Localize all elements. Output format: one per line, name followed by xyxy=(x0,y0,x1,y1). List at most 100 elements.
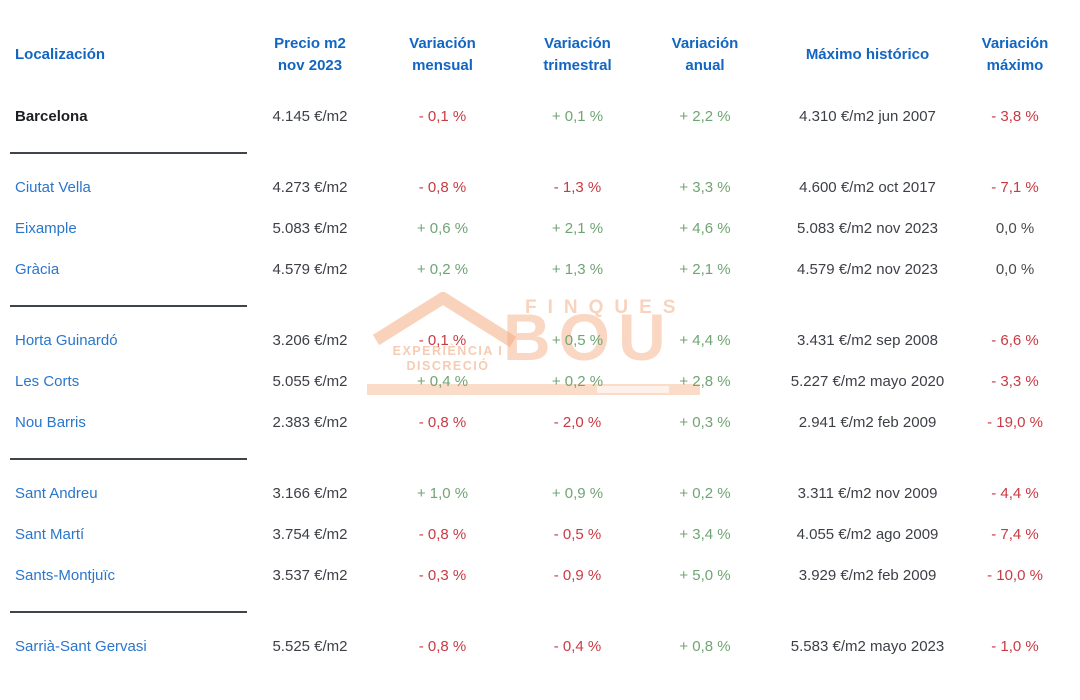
max-variation-cell: - 4,4 % xyxy=(991,485,1039,502)
table-body: Barcelona 4.145 €/m2 - 0,1 % + 0,1 % + 2… xyxy=(10,96,1080,667)
table-row: Ciutat Vella 4.273 €/m2 - 0,8 % - 1,3 % … xyxy=(15,167,1080,208)
monthly-variation-cell: + 0,4 % xyxy=(416,373,469,390)
table-row: Les Corts 5.055 €/m2 + 0,4 % + 0,2 % + 2… xyxy=(15,361,1080,402)
historical-max-cell: 3.929 €/m2 feb 2009 xyxy=(798,567,937,584)
quarterly-variation-cell: + 1,3 % xyxy=(551,261,604,278)
table-row: Sants-Montjuïc 3.537 €/m2 - 0,3 % - 0,9 … xyxy=(15,555,1080,596)
location-link[interactable]: Horta Guinardó xyxy=(15,332,118,349)
table-row: Barcelona 4.145 €/m2 - 0,1 % + 0,1 % + 2… xyxy=(15,96,1080,137)
max-variation-cell: - 3,3 % xyxy=(991,373,1039,390)
section-divider xyxy=(10,305,247,307)
monthly-variation-cell: - 0,8 % xyxy=(418,526,467,543)
historical-max-cell: 3.311 €/m2 nov 2009 xyxy=(797,485,938,502)
location-link[interactable]: Les Corts xyxy=(15,373,80,390)
monthly-variation-cell: - 0,1 % xyxy=(418,108,467,125)
historical-max-cell: 4.310 €/m2 jun 2007 xyxy=(799,108,936,125)
price-cell: 3.537 €/m2 xyxy=(272,567,348,584)
max-variation-cell: 0,0 % xyxy=(995,261,1035,278)
historical-max-cell: 5.227 €/m2 mayo 2020 xyxy=(790,373,945,390)
annual-variation-cell: + 4,4 % xyxy=(679,332,731,349)
annual-variation-cell: + 0,8 % xyxy=(679,638,731,655)
section-divider xyxy=(10,152,247,154)
annual-variation-cell: + 0,3 % xyxy=(679,414,731,431)
price-cell: 3.754 €/m2 xyxy=(272,526,348,543)
historical-max-cell: 4.579 €/m2 nov 2023 xyxy=(797,261,938,278)
quarterly-variation-cell: + 0,2 % xyxy=(551,373,604,390)
annual-variation-cell: + 3,3 % xyxy=(679,179,731,196)
max-variation-cell: - 19,0 % xyxy=(987,414,1043,431)
quarterly-variation-cell: - 0,5 % xyxy=(553,526,602,543)
max-variation-cell: - 7,1 % xyxy=(991,179,1039,196)
table-row: Sant Andreu 3.166 €/m2 + 1,0 % + 0,9 % +… xyxy=(15,473,1080,514)
quarterly-variation-cell: - 2,0 % xyxy=(553,414,602,431)
historical-max-cell: 4.055 €/m2 ago 2009 xyxy=(796,526,939,543)
header-variacion-mensual: Variación mensual xyxy=(409,35,476,74)
historical-max-cell: 5.083 €/m2 nov 2023 xyxy=(797,220,938,237)
quarterly-variation-cell: + 0,1 % xyxy=(551,108,604,125)
location-label: Barcelona xyxy=(15,108,88,125)
header-maximo-historico: Máximo histórico xyxy=(805,46,930,63)
monthly-variation-cell: - 0,8 % xyxy=(418,179,467,196)
header-variacion-trimestral: Variación trimestral xyxy=(543,35,612,74)
location-link[interactable]: Sant Andreu xyxy=(15,485,98,502)
location-link[interactable]: Gràcia xyxy=(15,261,60,278)
quarterly-variation-cell: + 0,5 % xyxy=(551,332,604,349)
annual-variation-cell: + 2,2 % xyxy=(679,108,731,125)
monthly-variation-cell: + 0,2 % xyxy=(416,261,469,278)
price-table: Localización Precio m2 nov 2023 Variació… xyxy=(10,0,1080,667)
table-group: Sant Andreu 3.166 €/m2 + 1,0 % + 0,9 % +… xyxy=(15,473,1080,596)
monthly-variation-cell: - 0,8 % xyxy=(418,414,467,431)
table-row: Sant Martí 3.754 €/m2 - 0,8 % - 0,5 % + … xyxy=(15,514,1080,555)
quarterly-variation-cell: + 0,9 % xyxy=(551,485,604,502)
table-row: Horta Guinardó 3.206 €/m2 - 0,1 % + 0,5 … xyxy=(15,320,1080,361)
annual-variation-cell: + 0,2 % xyxy=(679,485,731,502)
location-link[interactable]: Ciutat Vella xyxy=(15,179,91,196)
quarterly-variation-cell: - 0,9 % xyxy=(553,567,602,584)
monthly-variation-cell: - 0,8 % xyxy=(418,638,467,655)
section-divider xyxy=(10,458,247,460)
historical-max-cell: 5.583 €/m2 mayo 2023 xyxy=(790,638,945,655)
price-cell: 2.383 €/m2 xyxy=(272,414,348,431)
price-cell: 4.145 €/m2 xyxy=(272,108,348,125)
monthly-variation-cell: + 1,0 % xyxy=(416,485,469,502)
annual-variation-cell: + 3,4 % xyxy=(679,526,731,543)
price-cell: 4.273 €/m2 xyxy=(272,179,348,196)
location-link[interactable]: Sant Martí xyxy=(15,526,85,543)
price-cell: 5.055 €/m2 xyxy=(272,373,348,390)
quarterly-variation-cell: - 0,4 % xyxy=(553,638,602,655)
location-link[interactable]: Eixample xyxy=(15,220,77,237)
max-variation-cell: - 10,0 % xyxy=(987,567,1043,584)
section-divider xyxy=(10,611,247,613)
table-row: Sarrià-Sant Gervasi 5.525 €/m2 - 0,8 % -… xyxy=(15,626,1080,667)
annual-variation-cell: + 2,8 % xyxy=(679,373,731,390)
historical-max-cell: 4.600 €/m2 oct 2017 xyxy=(799,179,936,196)
historical-max-cell: 3.431 €/m2 sep 2008 xyxy=(797,332,938,349)
quarterly-variation-cell: + 2,1 % xyxy=(551,220,604,237)
quarterly-variation-cell: - 1,3 % xyxy=(553,179,602,196)
price-cell: 3.206 €/m2 xyxy=(272,332,348,349)
max-variation-cell: - 1,0 % xyxy=(991,638,1039,655)
monthly-variation-cell: - 0,1 % xyxy=(418,332,467,349)
price-cell: 3.166 €/m2 xyxy=(272,485,348,502)
annual-variation-cell: + 5,0 % xyxy=(679,567,731,584)
monthly-variation-cell: - 0,3 % xyxy=(418,567,467,584)
header-localizacion: Localización xyxy=(15,46,106,63)
monthly-variation-cell: + 0,6 % xyxy=(416,220,469,237)
max-variation-cell: - 6,6 % xyxy=(991,332,1039,349)
annual-variation-cell: + 4,6 % xyxy=(679,220,731,237)
table-row: Gràcia 4.579 €/m2 + 0,2 % + 1,3 % + 2,1 … xyxy=(15,249,1080,290)
location-link[interactable]: Sants-Montjuïc xyxy=(15,567,116,584)
table-group: Horta Guinardó 3.206 €/m2 - 0,1 % + 0,5 … xyxy=(15,320,1080,443)
table-header: Localización Precio m2 nov 2023 Variació… xyxy=(15,0,1080,84)
header-variacion-anual: Variación anual xyxy=(671,35,739,74)
table-group: Barcelona 4.145 €/m2 - 0,1 % + 0,1 % + 2… xyxy=(15,96,1080,137)
header-precio: Precio m2 nov 2023 xyxy=(274,35,346,74)
table-group: Ciutat Vella 4.273 €/m2 - 0,8 % - 1,3 % … xyxy=(15,167,1080,290)
location-link[interactable]: Nou Barris xyxy=(15,414,86,431)
price-cell: 5.083 €/m2 xyxy=(272,220,348,237)
max-variation-cell: - 3,8 % xyxy=(991,108,1039,125)
table-row: Nou Barris 2.383 €/m2 - 0,8 % - 2,0 % + … xyxy=(15,402,1080,443)
table-group: Sarrià-Sant Gervasi 5.525 €/m2 - 0,8 % -… xyxy=(15,626,1080,667)
location-link[interactable]: Sarrià-Sant Gervasi xyxy=(15,638,147,655)
